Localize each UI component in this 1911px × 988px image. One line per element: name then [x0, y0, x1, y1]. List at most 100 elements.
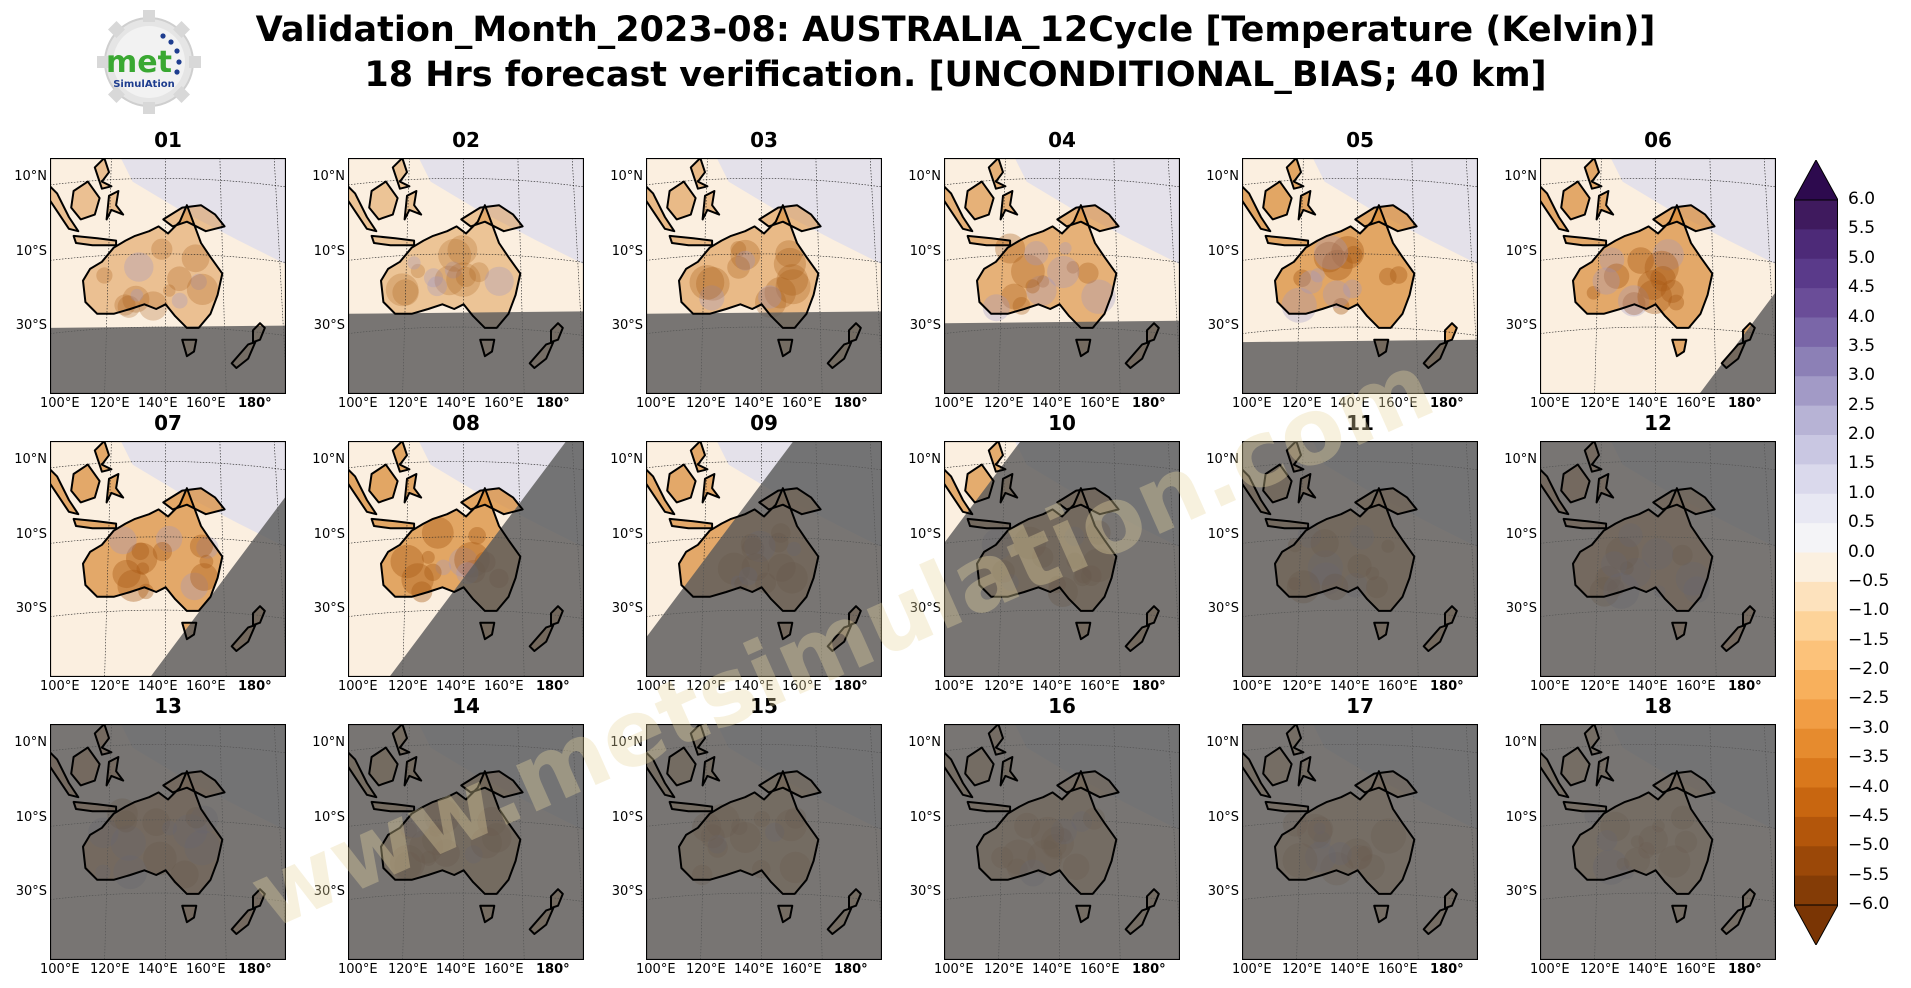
map-panel	[1540, 724, 1776, 960]
lon-tick-label: 140°E	[138, 679, 178, 694]
lon-tick-label: 120°E	[1282, 962, 1322, 977]
lon-tick-label: 100°E	[40, 962, 80, 977]
colorbar-tick-label: −0.5	[1848, 570, 1890, 591]
panel-title: 01	[154, 128, 182, 152]
lat-tick-label: 30°S	[611, 317, 643, 333]
lat-tick-label: 10°N	[1206, 168, 1239, 184]
lon-tick-label: 180°	[834, 679, 868, 694]
lon-tick-label: 160°E	[1676, 396, 1716, 411]
lon-tick-label: 100°E	[40, 679, 80, 694]
lat-tick-label: 10°N	[908, 451, 941, 467]
colorbar-bin	[1794, 758, 1838, 788]
lon-tick-label: 180°	[1430, 679, 1464, 694]
panel-title: 18	[1644, 694, 1672, 718]
lat-tick-label: 10°S	[313, 527, 345, 543]
lat-tick-label: 30°S	[909, 600, 941, 616]
lat-tick-label: 30°S	[313, 600, 345, 616]
lat-tick-label: 10°N	[312, 168, 345, 184]
lon-tick-label: 140°E	[1628, 396, 1668, 411]
lat-tick-label: 10°S	[15, 810, 47, 826]
lon-tick-label: 160°E	[1080, 679, 1120, 694]
colorbar-tick-label: −4.5	[1848, 805, 1890, 826]
map-panel	[50, 158, 286, 394]
lon-tick-label: 160°E	[186, 396, 226, 411]
lon-tick-label: 140°E	[1032, 962, 1072, 977]
lon-tick-label: 140°E	[436, 962, 476, 977]
lat-tick-label: 30°S	[611, 883, 643, 899]
lat-tick-label: 10°N	[1504, 734, 1537, 750]
panel-title: 06	[1644, 128, 1672, 152]
lon-tick-label: 120°E	[1580, 962, 1620, 977]
lon-tick-label: 180°	[1728, 396, 1762, 411]
lon-tick-label: 120°E	[1282, 679, 1322, 694]
lon-tick-label: 120°E	[686, 962, 726, 977]
map-panel	[944, 441, 1180, 677]
lon-tick-label: 100°E	[1530, 962, 1570, 977]
lat-tick-label: 10°N	[1504, 451, 1537, 467]
lat-tick-label: 30°S	[1207, 600, 1239, 616]
lat-tick-label: 10°S	[1207, 527, 1239, 543]
lat-tick-label: 10°S	[15, 527, 47, 543]
colorbar-bin	[1794, 346, 1838, 377]
lon-tick-label: 140°E	[1330, 962, 1370, 977]
map-panel	[944, 724, 1180, 960]
lat-tick-label: 30°S	[15, 317, 47, 333]
colorbar-tick-label: −1.0	[1848, 600, 1890, 621]
lon-tick-label: 160°E	[186, 962, 226, 977]
figure-title: Validation_Month_2023-08: AUSTRALIA_12Cy…	[0, 8, 1911, 98]
panel-title: 15	[750, 694, 778, 718]
lon-tick-label: 180°	[1132, 396, 1166, 411]
lon-tick-label: 120°E	[90, 396, 130, 411]
colorbar-tick-label: 3.5	[1848, 335, 1876, 356]
lon-tick-label: 180°	[536, 962, 570, 977]
lon-tick-label: 100°E	[1232, 396, 1272, 411]
lat-tick-label: 10°S	[909, 527, 941, 543]
colorbar-tick-label: −3.0	[1848, 717, 1890, 738]
lon-tick-label: 160°E	[186, 679, 226, 694]
lat-tick-label: 30°S	[1505, 317, 1537, 333]
lon-tick-label: 120°E	[1580, 396, 1620, 411]
colorbar-tick-label: 4.0	[1848, 306, 1876, 327]
map-panel	[646, 441, 882, 677]
colorbar-bin	[1794, 728, 1838, 759]
map-panel	[348, 441, 584, 677]
lon-tick-label: 100°E	[636, 396, 676, 411]
lat-tick-label: 30°S	[313, 317, 345, 333]
lon-tick-label: 120°E	[686, 679, 726, 694]
lon-tick-label: 180°	[1728, 679, 1762, 694]
lat-tick-label: 10°S	[313, 244, 345, 260]
panel-title: 12	[1644, 411, 1672, 435]
lat-tick-label: 10°S	[1505, 244, 1537, 260]
lon-tick-label: 120°E	[1580, 679, 1620, 694]
lon-tick-label: 160°E	[1080, 962, 1120, 977]
panel-title: 04	[1048, 128, 1076, 152]
lon-tick-label: 160°E	[1378, 396, 1418, 411]
title-line-1: Validation_Month_2023-08: AUSTRALIA_12Cy…	[255, 10, 1656, 50]
lat-tick-label: 10°N	[610, 451, 643, 467]
lon-tick-label: 180°	[834, 396, 868, 411]
map-panel	[50, 441, 286, 677]
colorbar-bin	[1794, 816, 1838, 847]
lon-tick-label: 100°E	[1530, 396, 1570, 411]
lat-tick-label: 30°S	[15, 600, 47, 616]
lon-tick-label: 100°E	[934, 679, 974, 694]
lon-tick-label: 160°E	[484, 962, 524, 977]
colorbar-bin	[1794, 846, 1838, 877]
colorbar-bin	[1794, 523, 1838, 553]
colorbar-bin	[1794, 229, 1838, 260]
lon-tick-label: 140°E	[734, 962, 774, 977]
colorbar-bin	[1794, 464, 1838, 495]
title-line-2: 18 Hrs forecast verification. [UNCONDITI…	[364, 55, 1547, 95]
colorbar-bin	[1794, 405, 1838, 436]
map-panel	[1540, 158, 1776, 394]
colorbar-bin	[1794, 435, 1838, 465]
colorbar	[1794, 160, 1838, 945]
lat-tick-label: 10°S	[313, 810, 345, 826]
lon-tick-label: 100°E	[1530, 679, 1570, 694]
panel-title: 10	[1048, 411, 1076, 435]
logo-subtext: SimulAtion	[113, 79, 175, 90]
colorbar-bin	[1794, 200, 1838, 230]
map-panel	[646, 724, 882, 960]
lon-tick-label: 120°E	[984, 396, 1024, 411]
